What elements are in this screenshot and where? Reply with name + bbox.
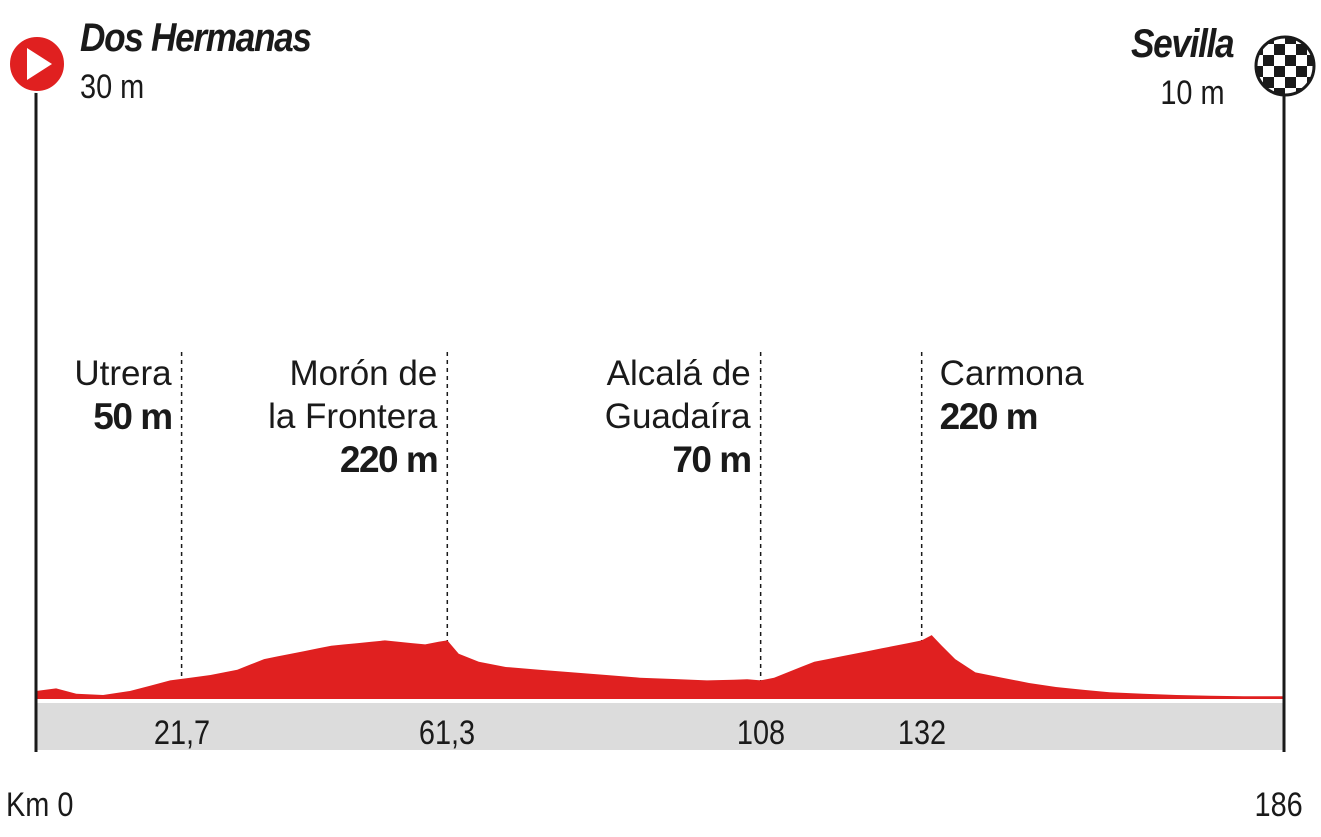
km-start-label: Km 0 [6, 786, 74, 824]
waypoint-town-name: Morón de [289, 354, 438, 393]
waypoint-km-label: 21,7 [153, 714, 210, 752]
waypoint-km-label: 108 [736, 714, 785, 752]
waypoint-altitude: 50 m [93, 396, 173, 437]
waypoint-altitude: 70 m [672, 439, 752, 480]
waypoint-altitude: 220 m [339, 439, 439, 480]
waypoint-town-name: Guadaíra [604, 397, 751, 436]
waypoint-town-name: Carmona [939, 354, 1084, 393]
waypoint-town-name: Utrera [74, 354, 172, 393]
finish-flag-icon [1254, 35, 1316, 97]
waypoint-town-label: Alcalá de Guadaíra 70 m [604, 352, 752, 481]
waypoint-altitude: 220 m [939, 396, 1039, 437]
waypoint-town-label: Carmona 220 m [940, 352, 1084, 438]
waypoint-town-name: Alcalá de [606, 354, 751, 393]
waypoint-town-label: Utrera 50 m [74, 352, 173, 438]
waypoint-km-label: 132 [897, 714, 946, 752]
start-altitude: 30 m [80, 68, 145, 106]
km-band [36, 703, 1284, 750]
waypoint-km-label: 61,3 [419, 714, 476, 752]
waypoint-town-label: Morón de la Frontera 220 m [268, 352, 439, 481]
finish-altitude: 10 m [1160, 74, 1225, 112]
start-town-name: Dos Hermanas [80, 16, 312, 60]
waypoint-town-name: la Frontera [268, 397, 438, 436]
elevation-profile-area [36, 635, 1284, 699]
start-marker-icon [8, 35, 66, 93]
km-finish-label: 186 [1254, 786, 1303, 824]
finish-town-name: Sevilla [1130, 22, 1235, 66]
